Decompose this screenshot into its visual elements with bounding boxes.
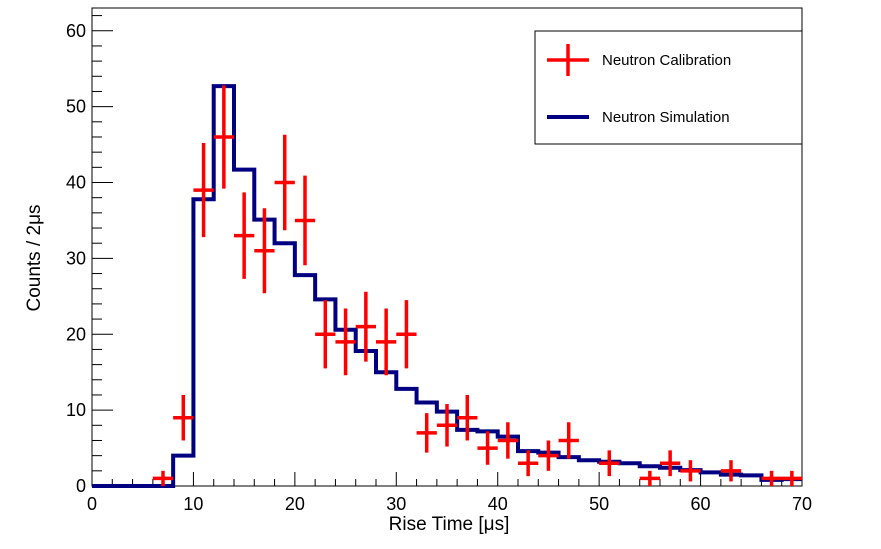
calibration-point	[497, 422, 518, 459]
legend-label-simulation: Neutron Simulation	[602, 109, 730, 126]
x-tick-label: 20	[285, 494, 305, 514]
y-axis-title: Counts / 2μs	[24, 204, 45, 311]
calibration-layer	[152, 85, 802, 486]
plot-area-border	[91, 7, 803, 487]
calibration-point	[152, 470, 174, 486]
y-tick-label: 40	[66, 173, 86, 193]
calibration-point	[254, 208, 275, 294]
y-tick-label: 60	[66, 21, 86, 41]
x-axis-title: Rise Time [μs]	[389, 514, 510, 535]
x-tick-label: 10	[183, 494, 203, 514]
x-tick-label: 40	[488, 494, 508, 514]
x-tick-label: 30	[386, 494, 406, 514]
x-tick-label: 0	[87, 494, 97, 514]
x-tick-label: 60	[691, 494, 711, 514]
calibration-point	[436, 404, 458, 447]
calibration-point	[660, 450, 681, 477]
calibration-point	[173, 394, 194, 441]
x-tick-label: 50	[589, 494, 609, 514]
calibration-point	[416, 413, 437, 453]
legend-label-calibration: Neutron Calibration	[602, 52, 731, 69]
calibration-point	[599, 450, 620, 477]
calibration-point	[781, 470, 802, 486]
calibration-point	[680, 460, 701, 482]
axis-ticks: 0 10 20 30 40 50 60 70 0 10 20 30 40 50 60	[66, 15, 812, 514]
calibration-point	[639, 470, 660, 486]
calibration-point	[761, 470, 782, 486]
calibration-point	[457, 394, 478, 441]
legend-box	[534, 30, 803, 145]
calibration-point	[294, 175, 316, 266]
y-tick-label: 20	[66, 324, 86, 344]
calibration-point	[396, 300, 417, 369]
calibration-point	[376, 308, 397, 376]
calibration-point	[234, 192, 255, 279]
y-tick-label: 10	[66, 400, 86, 420]
y-tick-label: 0	[76, 476, 86, 496]
legend: Neutron Calibration Neutron Simulation	[534, 30, 803, 145]
y-tick-label: 30	[66, 248, 86, 268]
calibration-point	[538, 440, 559, 471]
calibration-point	[720, 460, 742, 482]
x-tick-label: 70	[792, 494, 812, 514]
calibration-point	[193, 143, 214, 238]
y-tick-label: 50	[66, 97, 86, 117]
calibration-point	[558, 422, 579, 459]
calibration-point	[355, 291, 376, 362]
calibration-point	[213, 85, 234, 189]
calibration-point	[335, 308, 356, 376]
calibration-point	[477, 431, 498, 465]
legend-marker-calibration	[547, 44, 589, 76]
calibration-point	[518, 450, 539, 477]
calibration-point	[274, 134, 295, 231]
calibration-point	[315, 300, 336, 369]
plot-frame	[91, 7, 803, 487]
